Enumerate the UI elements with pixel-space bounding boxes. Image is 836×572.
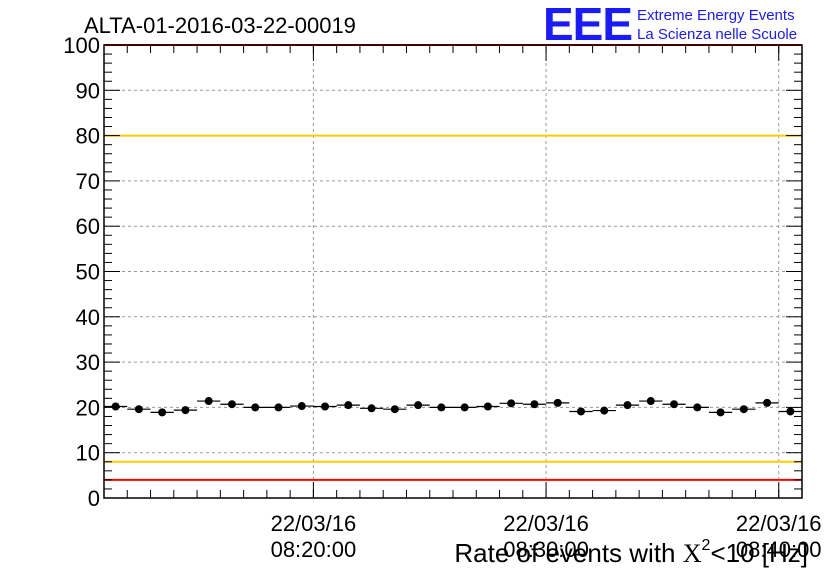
y-tick-label: 0 xyxy=(88,486,100,511)
data-point xyxy=(763,398,772,407)
y-tick-label: 30 xyxy=(76,350,100,375)
y-tick-label: 40 xyxy=(76,305,100,330)
data-point xyxy=(530,400,539,409)
data-point xyxy=(553,398,562,407)
data-point xyxy=(600,406,609,415)
x-axis-label-chi: X xyxy=(683,539,702,568)
data-point xyxy=(414,401,423,410)
chart-title: ALTA-01-2016-03-22-00019 xyxy=(84,13,356,38)
x-tick-label-date: 22/03/16 xyxy=(736,511,822,536)
x-axis-label-main: Rate of events with xyxy=(454,538,682,568)
data-point xyxy=(786,407,795,416)
data-point xyxy=(297,402,306,411)
x-axis-label-tail: <10 [Hz] xyxy=(710,538,808,568)
data-point xyxy=(576,407,585,416)
data-point xyxy=(693,403,702,412)
data-point xyxy=(134,405,143,414)
data-point xyxy=(460,403,469,412)
y-tick-label: 50 xyxy=(76,260,100,285)
x-tick-label-date: 22/03/16 xyxy=(503,511,589,536)
logo-line-1: Extreme Energy Events xyxy=(637,7,795,24)
data-points xyxy=(104,397,802,417)
data-point xyxy=(437,403,446,412)
y-tick-label: 100 xyxy=(63,33,100,58)
y-tick-label: 20 xyxy=(76,395,100,420)
data-point xyxy=(111,402,120,411)
x-axis-label: Rate of events with X2<10 [Hz] xyxy=(454,537,808,568)
data-point xyxy=(646,397,655,406)
data-point xyxy=(251,403,260,412)
data-point xyxy=(367,404,376,413)
x-tick-label-time: 08:40:00 xyxy=(736,537,822,562)
logo-mark: EEE xyxy=(543,0,632,50)
x-axis-label-sup: 2 xyxy=(702,537,711,554)
y-axis: 0 10 20 30 40 50 60 70 80 90 100 xyxy=(63,33,802,511)
x-tick-label-date: 22/03/16 xyxy=(271,511,357,536)
data-point xyxy=(181,406,190,415)
data-point xyxy=(321,402,330,411)
data-point xyxy=(623,401,632,410)
data-point xyxy=(204,397,213,406)
y-tick-label: 60 xyxy=(76,214,100,239)
y-tick-label: 90 xyxy=(76,78,100,103)
logo-line-2: La Scienza nelle Scuole xyxy=(637,26,797,43)
data-point xyxy=(670,400,679,409)
y-tick-label: 80 xyxy=(76,124,100,149)
data-point xyxy=(274,403,283,412)
data-point xyxy=(483,402,492,411)
data-point xyxy=(716,408,725,417)
data-point xyxy=(507,399,516,408)
x-tick-label-time: 08:30:00 xyxy=(503,537,589,562)
data-point xyxy=(390,405,399,414)
x-tick-label-time: 08:20:00 xyxy=(271,537,357,562)
data-point xyxy=(344,401,353,410)
eee-logo: EEE Extreme Energy Events La Scienza nel… xyxy=(543,0,797,50)
y-tick-label: 10 xyxy=(76,441,100,466)
data-point xyxy=(227,400,236,409)
data-point xyxy=(158,408,167,417)
data-point xyxy=(739,405,748,414)
x-axis: 22/03/1608:20:0022/03/1608:30:0022/03/16… xyxy=(126,45,822,562)
y-tick-label: 70 xyxy=(76,169,100,194)
